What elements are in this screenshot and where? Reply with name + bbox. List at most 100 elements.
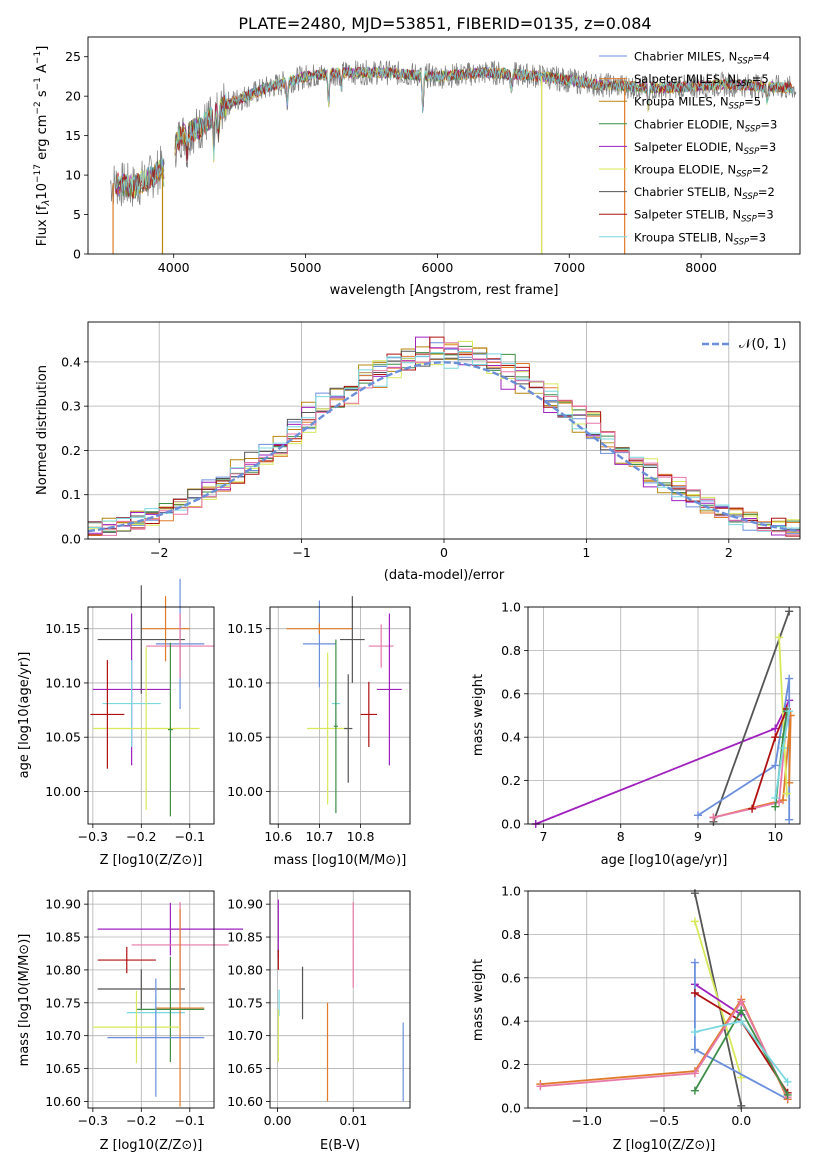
weight-vs-Z-xtick-label: 0.0 — [731, 1113, 751, 1128]
residuals-xtick-label: 2 — [725, 545, 733, 560]
weight-vs-age-series-marker — [694, 811, 702, 820]
spectrum-legend-label: Salpeter ELODIE, NSSP=3 — [634, 140, 776, 157]
spectrum-xtick-label: 7000 — [553, 260, 585, 275]
weight-vs-Z-series-marker — [737, 1101, 746, 1110]
weight-vs-age-series-marker — [785, 815, 794, 824]
weight-vs-Z-ytick-label: 1.0 — [501, 884, 521, 899]
spectrum-legend-label: Salpeter MILES, NSSP=5 — [634, 72, 769, 89]
weight-vs-Z-series-marker — [783, 1090, 792, 1099]
weight-vs-Z-ytick-label: 0.0 — [501, 1101, 521, 1116]
weight-vs-Z-series-marker — [690, 1028, 699, 1037]
weight-vs-age-series-marker — [782, 789, 791, 798]
weight-vs-Z-ytick-label: 0.2 — [501, 1057, 521, 1072]
spectrum-ytick-label: 0 — [73, 247, 81, 262]
age-vs-mass-frame — [269, 606, 411, 825]
weight-vs-age-ylabel: mass weight — [471, 674, 486, 756]
weight-vs-Z-ylabel: mass weight — [471, 959, 486, 1041]
age-vs-Z-xtick-label: −0.1 — [175, 829, 205, 844]
age-vs-mass-ytick-label: 10.10 — [227, 675, 263, 690]
weight-vs-age-xtick-label: 7 — [539, 829, 547, 844]
age-vs-Z-frame — [87, 606, 215, 825]
residuals-ytick-label: 0.3 — [61, 399, 81, 414]
weight-vs-Z-xlabel: Z [log10(Z/Z⊙)] — [613, 1138, 716, 1153]
residuals-ytick-label: 0.1 — [61, 487, 81, 502]
spectrum-legend-label: Chabrier ELODIE, NSSP=3 — [634, 117, 777, 134]
weight-vs-age-series-marker — [748, 804, 757, 813]
plots-layer: 4000 5000 6000 7000 80000510152025wavelength… — [17, 36, 801, 1153]
weight-vs-Z-series-marker — [737, 1017, 746, 1026]
spectrum-legend-label: Chabrier MILES, NSSP=4 — [634, 50, 770, 67]
residuals-xtick-label: 0 — [440, 545, 448, 560]
weight-vs-age-frame — [527, 606, 801, 825]
weight-vs-age-ytick-label: 1.0 — [501, 600, 521, 615]
spectrum-ytick-label: 20 — [65, 89, 81, 104]
figure-title: PLATE=2480, MJD=53851, FIBERID=0135, z=0… — [238, 14, 651, 33]
weight-vs-Z-series-line — [540, 999, 789, 1098]
spectrum-ylabel: Flux [fλ10−17 erg cm−2 s−1 A−1] — [33, 46, 52, 247]
weight-vs-Z-xtick-label: −1.0 — [572, 1113, 602, 1128]
mass-vs-ebv-ytick-label: 10.65 — [227, 1061, 263, 1076]
age-vs-Z-xtick-label: −0.3 — [78, 829, 108, 844]
weight-vs-Z-series-line — [694, 983, 742, 1016]
weight-vs-Z-xtick-label: −0.5 — [649, 1113, 679, 1128]
weight-vs-age-series-marker — [785, 607, 794, 616]
weight-vs-Z-series-marker — [783, 1077, 792, 1086]
mass-vs-Z-frame — [87, 890, 215, 1109]
spectrum-ytick-label: 10 — [65, 168, 81, 183]
residuals-frame — [87, 321, 801, 540]
spectrum-frame — [87, 36, 801, 255]
weight-vs-age-series-marker — [775, 633, 784, 642]
spectrum-xtick-label: 4000 — [158, 260, 190, 275]
weight-vs-age-xtick-label: 9 — [694, 829, 702, 844]
age-vs-mass-xtick-label: 10.7 — [305, 829, 333, 844]
mass-vs-ebv-xlabel: E(B-V) — [320, 1138, 360, 1153]
weight-vs-age-series-marker — [785, 674, 794, 683]
age-vs-Z-ytick-label: 10.00 — [45, 784, 81, 799]
weight-vs-Z-series-marker — [690, 988, 699, 997]
residuals-xtick-label: 1 — [582, 545, 590, 560]
age-vs-mass-xlabel: mass [log10(M/M⊙)] — [274, 853, 407, 868]
age-vs-mass-ytick-label: 10.00 — [227, 784, 263, 799]
weight-vs-Z-ytick-label: 0.4 — [501, 1014, 521, 1029]
mass-vs-Z-xtick-label: −0.1 — [175, 1113, 205, 1128]
residuals-hist-pink — [88, 342, 800, 536]
weight-vs-age-series-marker — [709, 813, 718, 822]
weight-vs-Z-series-marker — [690, 889, 699, 898]
mass-vs-ebv-xtick-label: 0.00 — [264, 1113, 292, 1128]
mass-vs-ebv-frame — [269, 890, 411, 1109]
weight-vs-age-series-marker — [779, 744, 787, 753]
spectrum-xtick-label: 6000 — [422, 260, 454, 275]
mass-vs-Z-ytick-label: 10.70 — [45, 1028, 81, 1043]
residuals-xlabel: (data-model)/error — [384, 568, 505, 583]
spectrum-legend-label: Salpeter STELIB, NSSP=3 — [634, 208, 774, 225]
weight-vs-age-ytick-label: 0.6 — [501, 686, 521, 701]
mass-vs-ebv-ytick-label: 10.90 — [227, 897, 263, 912]
weight-vs-age-series-line — [712, 610, 791, 823]
age-vs-Z-ytick-label: 10.15 — [45, 621, 81, 636]
weight-vs-age-ytick-label: 0.0 — [501, 817, 521, 832]
weight-vs-Z-series-marker — [737, 997, 746, 1006]
mass-vs-ebv-ytick-label: 10.85 — [227, 930, 263, 945]
spectrum-legend-label: Kroupa STELIB, NSSP=3 — [634, 230, 766, 247]
mass-vs-Z-xtick-label: −0.2 — [126, 1113, 156, 1128]
age-vs-Z-xlabel: Z [log10(Z/Z⊙)] — [100, 853, 203, 868]
weight-vs-age-xtick-label: 10 — [767, 829, 783, 844]
mass-vs-ebv-ytick-label: 10.60 — [227, 1094, 263, 1109]
weight-vs-age-xtick-label: 8 — [617, 829, 625, 844]
mass-vs-Z-xlabel: Z [log10(Z/Z⊙)] — [100, 1138, 203, 1153]
weight-vs-age-ytick-label: 0.8 — [501, 643, 521, 658]
weight-vs-age-ytick-label: 0.2 — [501, 773, 521, 788]
weight-vs-age-series-marker — [771, 802, 780, 811]
residuals-xtick-label: −1 — [292, 545, 310, 560]
residuals-legend-label: 𝒩(0, 1) — [739, 337, 786, 352]
weight-vs-Z-series-marker — [690, 917, 699, 926]
mass-vs-ebv-ytick-label: 10.75 — [227, 995, 263, 1010]
residuals-ytick-label: 0.4 — [61, 354, 81, 369]
residuals-ylabel: Normed distribution — [35, 365, 50, 495]
weight-vs-age-series-marker — [771, 793, 780, 802]
mass-vs-Z-xtick-label: −0.3 — [78, 1113, 108, 1128]
age-vs-mass-xtick-label: 10.8 — [347, 829, 375, 844]
weight-vs-Z-frame — [527, 890, 801, 1109]
weight-vs-Z-series-marker — [690, 1086, 699, 1095]
